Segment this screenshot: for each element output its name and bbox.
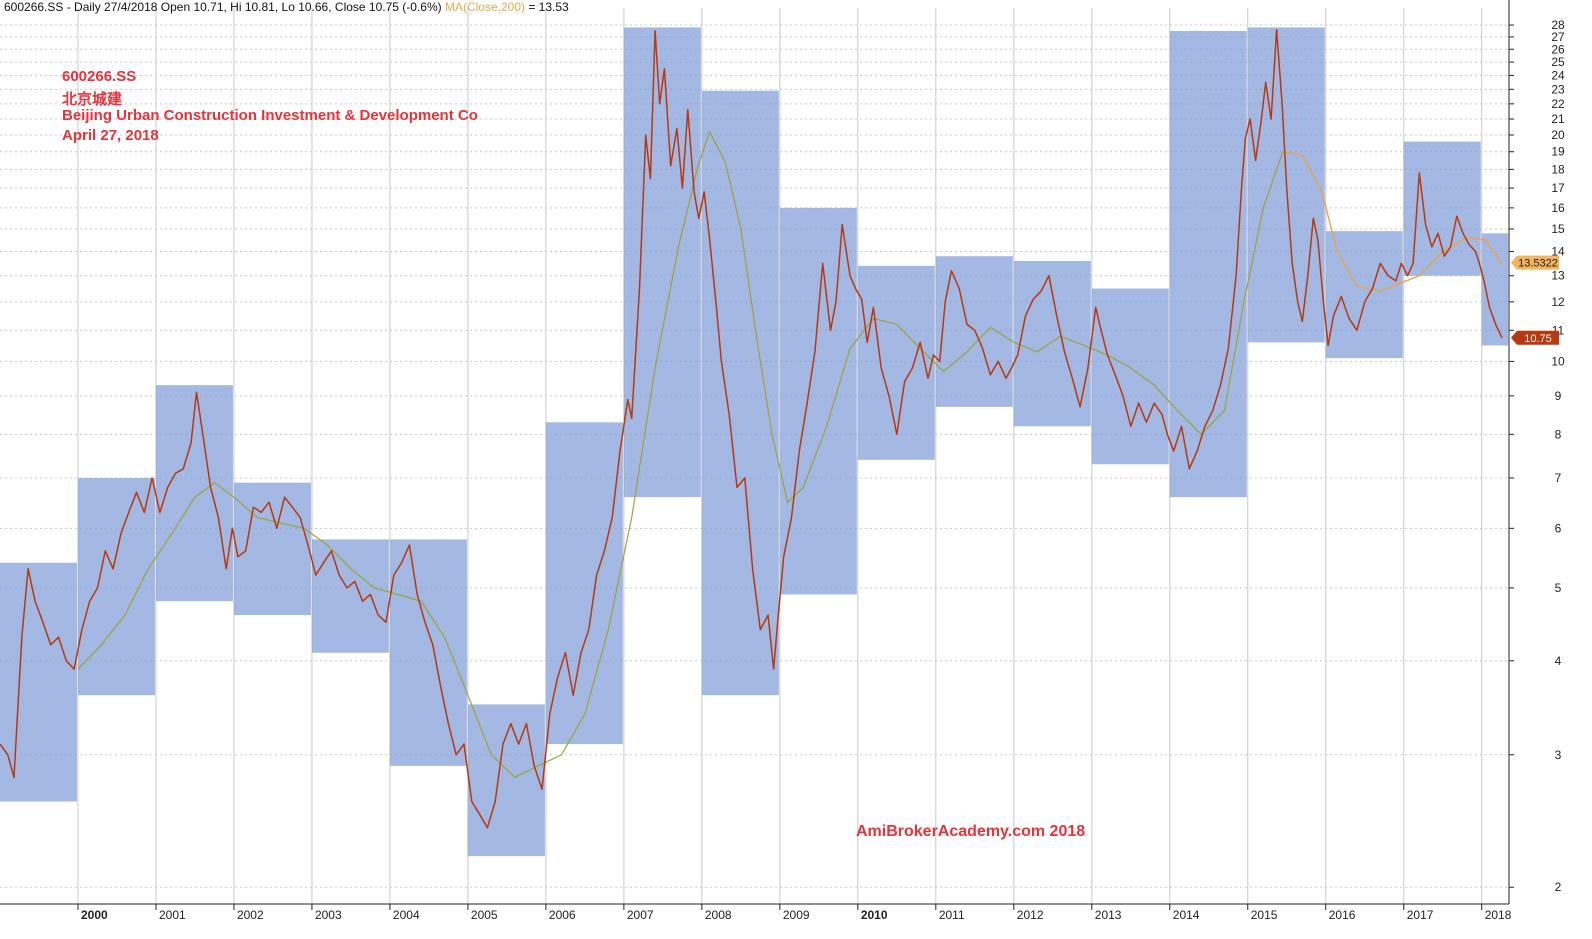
y-tick-label: 17 <box>1551 181 1565 195</box>
close-value-badge-shape <box>1511 330 1559 345</box>
yearly-range-box <box>155 385 233 602</box>
yearly-range-box <box>935 256 1013 407</box>
y-tick-label: 25 <box>1551 55 1565 69</box>
yearly-range-box <box>857 265 935 460</box>
x-tick-label: 2015 <box>1251 908 1278 922</box>
x-tick-label: 2005 <box>471 908 498 922</box>
annotation-chinese-name: 北京城建 <box>62 91 123 108</box>
y-tick-label: 9 <box>1555 389 1562 403</box>
y-tick-label: 10 <box>1551 354 1565 368</box>
y-tick-label: 23 <box>1551 82 1565 96</box>
y-tick-label: 28 <box>1551 18 1565 32</box>
annotation-company-name: Beijing Urban Construction Investment & … <box>62 107 478 124</box>
yearly-range-box <box>311 539 389 653</box>
annotation-ticker: 600266.SS <box>62 68 137 85</box>
x-tick-label: 2018 <box>1485 908 1512 922</box>
yearly-range-box <box>545 422 623 745</box>
y-tick-label: 27 <box>1551 30 1565 44</box>
y-tick-label: 20 <box>1551 128 1565 142</box>
y-tick-label: 16 <box>1551 201 1565 215</box>
y-tick-label: 5 <box>1555 581 1562 595</box>
x-tick-label: 2000 <box>81 908 108 922</box>
y-tick-label: 14 <box>1551 245 1565 259</box>
yearly-range-box <box>623 27 701 498</box>
y-tick-label: 6 <box>1555 521 1562 535</box>
close-value-badge-text: 10.75 <box>1524 333 1552 345</box>
y-tick-label: 19 <box>1551 145 1565 159</box>
x-tick-label: 2009 <box>783 908 810 922</box>
yearly-range-box <box>1403 141 1481 276</box>
x-tick-label: 2004 <box>393 908 420 922</box>
x-tick-label: 2008 <box>705 908 732 922</box>
y-tick-label: 7 <box>1555 471 1562 485</box>
ma-line-recent <box>1282 151 1503 292</box>
x-tick-label: 2001 <box>159 908 186 922</box>
x-tick-label: 2011 <box>939 908 965 922</box>
x-tick-label: 2014 <box>1173 908 1200 922</box>
x-tick-label: 2017 <box>1407 908 1434 922</box>
x-tick-label: 2012 <box>1017 908 1044 922</box>
y-tick-label: 18 <box>1551 162 1565 176</box>
header-ma-value: = 13.53 <box>525 0 569 14</box>
ma-value-badge-shape <box>1511 255 1559 270</box>
y-tick-label: 13 <box>1551 269 1565 283</box>
y-tick-label: 21 <box>1551 112 1565 126</box>
yearly-range-box <box>779 207 857 595</box>
yearly-range-box <box>389 539 467 766</box>
x-tick-label: 2010 <box>861 908 888 922</box>
y-tick-label: 22 <box>1551 97 1565 111</box>
header-ma-label: MA(Close,200) <box>444 0 525 14</box>
y-tick-label: 8 <box>1555 427 1562 441</box>
chart-header: 600266.SS - Daily 27/4/2018 Open 10.71, … <box>4 0 569 14</box>
x-tick-label: 2013 <box>1095 908 1122 922</box>
y-tick-label: 4 <box>1555 654 1562 668</box>
yearly-range-box <box>0 562 77 802</box>
x-tick-label: 2002 <box>237 908 264 922</box>
y-tick-label: 3 <box>1555 748 1562 762</box>
y-tick-label: 24 <box>1551 68 1565 82</box>
x-tick-label: 2006 <box>549 908 576 922</box>
x-tick-label: 2016 <box>1329 908 1356 922</box>
price-line <box>0 29 1503 829</box>
annotation-date: April 27, 2018 <box>62 127 159 144</box>
y-tick-label: 15 <box>1551 222 1565 236</box>
y-tick-label: 26 <box>1551 42 1565 56</box>
ma-value-badge-text: 13.5322 <box>1518 258 1558 270</box>
x-tick-label: 2003 <box>315 908 342 922</box>
y-tick-label: 12 <box>1551 295 1565 309</box>
yearly-range-box <box>1091 288 1169 465</box>
yearly-range-box <box>701 90 779 696</box>
yearly-range-box <box>467 704 545 857</box>
yearly-range-box <box>77 477 155 696</box>
yearly-range-box <box>1325 231 1403 359</box>
watermark: AmiBrokerAcademy.com 2018 <box>856 823 1086 840</box>
y-tick-label: 2 <box>1555 880 1562 894</box>
x-tick-label: 2007 <box>627 908 654 922</box>
header-ohlc: 600266.SS - Daily 27/4/2018 Open 10.71, … <box>4 0 442 14</box>
